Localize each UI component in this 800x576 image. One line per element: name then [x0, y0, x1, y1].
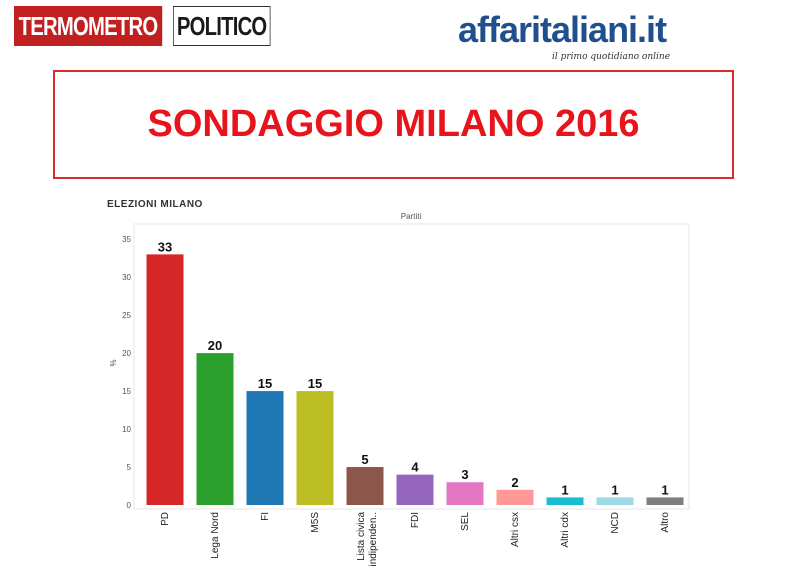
- bar: [496, 489, 534, 505]
- bar-value-label: 5: [361, 452, 368, 467]
- bar: [446, 482, 484, 505]
- x-tick-label: FDI: [410, 512, 421, 528]
- affaritaliani-logo: affaritaliani.it il primo quotidiano onl…: [458, 9, 758, 63]
- y-tick-label: 35: [122, 235, 131, 244]
- x-tick-label: Lista civicaindipenden..: [356, 512, 379, 567]
- y-axis-label: %: [109, 359, 118, 366]
- x-tick-label: Lega Nord: [210, 512, 221, 559]
- bar: [396, 474, 434, 505]
- title-box: SONDAGGIO MILANO 2016: [53, 70, 734, 179]
- x-tick-label: Altri csx: [510, 512, 521, 547]
- bar-value-label: 15: [258, 376, 272, 391]
- y-tick-label: 10: [122, 425, 131, 434]
- bar-value-label: 1: [561, 482, 568, 497]
- bar: [246, 391, 284, 505]
- bar-value-label: 3: [461, 467, 468, 482]
- page-title: SONDAGGIO MILANO 2016: [147, 103, 640, 145]
- bar-value-label: 1: [661, 482, 668, 497]
- logo-right-tagline: il primo quotidiano online: [552, 52, 671, 62]
- x-tick-label: PD: [160, 512, 171, 526]
- logo-left-part1: TERMOMETRO: [14, 6, 163, 46]
- bar-value-label: 2: [511, 475, 518, 490]
- y-tick-label: 25: [122, 311, 131, 320]
- bar: [546, 497, 584, 505]
- x-tick-label: Altri cdx: [560, 512, 571, 548]
- bar-value-label: 20: [208, 338, 222, 353]
- y-tick-label: 15: [122, 387, 131, 396]
- bar: [146, 254, 184, 505]
- bar-value-label: 33: [158, 239, 172, 254]
- x-tick-label: M5S: [310, 512, 321, 533]
- y-tick-label: 20: [122, 349, 131, 358]
- bar: [346, 467, 384, 505]
- y-tick-label: 5: [127, 463, 132, 472]
- value-labels: 33 20 15 15 5 4 3 2 1 1 1: [158, 239, 669, 497]
- bar: [646, 497, 684, 505]
- x-tick-label: FI: [260, 512, 271, 521]
- x-tick-label: NCD: [610, 512, 621, 534]
- bars: [146, 254, 684, 505]
- x-axis-labels: PD Lega Nord FI M5S Lista civicaindipenden..…: [160, 512, 671, 567]
- termometro-politico-logo: TERMOMETRO POLITICO: [14, 6, 271, 46]
- bar-value-label: 4: [411, 460, 419, 475]
- bar-value-label: 1: [611, 482, 618, 497]
- chart-heading: ELEZIONI MILANO: [107, 199, 203, 210]
- bar: [596, 497, 634, 505]
- x-tick-label: Altro: [660, 512, 671, 533]
- x-tick-label: SEL: [460, 512, 471, 531]
- chart-title: Partiti: [401, 212, 422, 221]
- logo-right-name: affaritaliani.it: [458, 9, 667, 50]
- bar: [296, 391, 334, 505]
- y-axis-ticks: 0 5 10 15 20 25 30 35: [122, 235, 131, 510]
- y-tick-label: 0: [127, 501, 132, 510]
- y-tick-label: 30: [122, 273, 131, 282]
- logo-left-part2: POLITICO: [173, 6, 271, 46]
- bar-value-label: 15: [308, 376, 322, 391]
- bar: [196, 353, 234, 505]
